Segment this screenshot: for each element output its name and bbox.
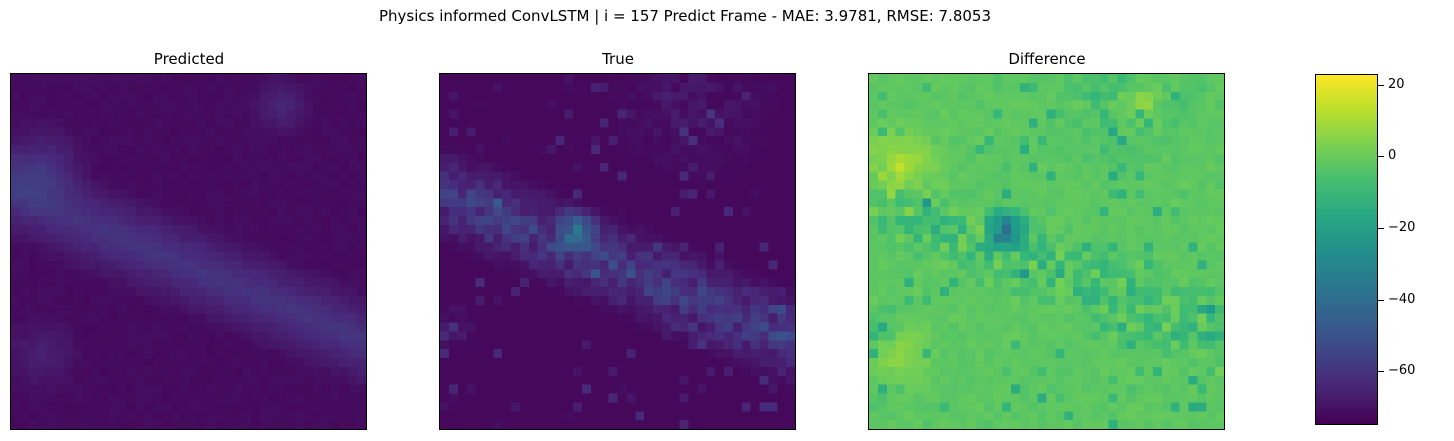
colorbar-tick xyxy=(1378,156,1384,158)
colorbar xyxy=(1315,74,1378,425)
true-title: True xyxy=(602,50,634,68)
colorbar-tick xyxy=(1378,299,1384,301)
true-heatmap xyxy=(439,73,796,430)
difference-heatmap xyxy=(868,73,1225,430)
colorbar-tick xyxy=(1378,228,1384,229)
colorbar-tick-label: −60 xyxy=(1388,363,1416,379)
colorbar-tick xyxy=(1378,84,1384,86)
figure-title: Physics informed ConvLSTM | i = 157 Pred… xyxy=(379,7,991,25)
colorbar-tick-label: 20 xyxy=(1388,76,1405,92)
colorbar-tick xyxy=(1378,371,1384,373)
colorbar-tick-label: −40 xyxy=(1388,291,1416,307)
difference-title: Difference xyxy=(1008,50,1086,68)
true-heatmap-canvas xyxy=(440,74,795,429)
difference-heatmap-canvas xyxy=(869,74,1224,429)
predicted-heatmap-canvas xyxy=(11,74,366,429)
colorbar-tick-label: −20 xyxy=(1388,220,1416,235)
predicted-heatmap xyxy=(10,73,367,430)
colorbar-tick-label: 0 xyxy=(1388,148,1397,164)
predicted-title: Predicted xyxy=(153,50,225,68)
